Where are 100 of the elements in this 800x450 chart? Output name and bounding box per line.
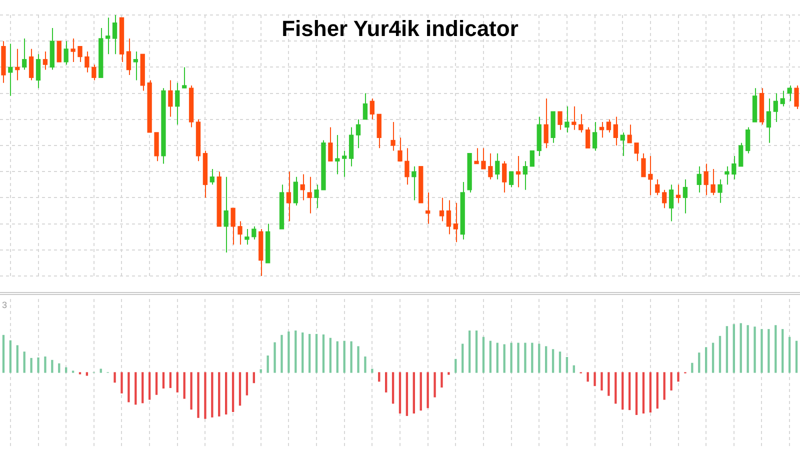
candlestick <box>36 54 41 89</box>
bar <box>712 342 714 373</box>
bar <box>162 372 165 389</box>
candlestick <box>112 14 118 55</box>
bar <box>142 372 144 404</box>
bar <box>622 372 624 410</box>
candlestick <box>42 51 48 70</box>
candlestick <box>356 118 361 149</box>
candlestick <box>704 163 708 196</box>
candlestick <box>84 51 90 73</box>
bar <box>23 352 26 373</box>
bar <box>44 356 46 373</box>
bar <box>732 324 735 373</box>
candlestick <box>606 118 612 133</box>
bar <box>718 336 722 373</box>
candlestick <box>766 98 772 144</box>
bar <box>65 367 68 373</box>
candlestick <box>390 122 396 152</box>
candlestick <box>453 202 458 243</box>
bar <box>364 356 366 373</box>
candlestick <box>78 46 82 62</box>
bar <box>266 356 269 373</box>
bar <box>114 372 116 383</box>
bar <box>371 368 374 373</box>
candlestick <box>558 111 562 130</box>
bar <box>51 360 54 373</box>
candlestick <box>362 92 368 120</box>
bar <box>628 372 631 410</box>
bar <box>426 372 429 408</box>
bar <box>788 336 791 373</box>
bar <box>322 334 325 373</box>
candlestick <box>8 43 13 96</box>
bar <box>677 372 680 382</box>
candlestick <box>64 40 68 66</box>
candlestick <box>745 126 750 154</box>
bar <box>128 372 130 402</box>
candlestick <box>70 38 76 62</box>
candlestick <box>530 150 535 167</box>
bar <box>642 372 645 414</box>
bar <box>232 372 234 412</box>
candlestick <box>668 184 674 222</box>
candlestick <box>224 176 228 254</box>
candlestick <box>592 122 598 152</box>
bar <box>204 372 206 419</box>
bar <box>9 340 12 373</box>
bar <box>385 372 388 392</box>
candlestick <box>655 178 660 196</box>
bar <box>148 372 151 400</box>
bar <box>412 372 415 414</box>
bar <box>795 340 798 373</box>
bar <box>155 372 158 395</box>
bar <box>420 372 422 411</box>
bar <box>336 341 338 373</box>
candlestick <box>168 80 173 118</box>
candlestick <box>794 84 799 110</box>
candlestick <box>585 126 590 149</box>
candlestick <box>182 66 187 89</box>
candlestick <box>28 48 34 81</box>
bar <box>308 334 311 373</box>
bar <box>176 372 178 392</box>
bar <box>211 372 214 418</box>
bar <box>782 329 784 373</box>
bar <box>16 345 18 373</box>
candlestick <box>564 106 570 133</box>
bar <box>468 330 471 373</box>
bar <box>183 372 186 399</box>
candlestick <box>627 124 632 144</box>
candlestick <box>620 132 625 156</box>
bar <box>225 372 228 414</box>
bar <box>594 372 596 386</box>
bar <box>538 344 540 373</box>
bar <box>545 346 548 373</box>
bar <box>357 346 360 373</box>
candlestick <box>495 152 500 180</box>
chart-title: Fisher Yur4ik indicator <box>280 16 520 42</box>
candlestick <box>210 168 215 186</box>
bar <box>448 372 450 375</box>
bar <box>462 344 464 373</box>
bar <box>86 372 88 376</box>
bar <box>524 342 526 373</box>
bar <box>726 326 728 373</box>
bar <box>406 372 408 416</box>
candlestick <box>175 82 180 126</box>
candlestick <box>522 160 528 190</box>
candlestick <box>439 197 444 222</box>
bar <box>614 372 617 404</box>
bar <box>586 372 589 382</box>
bar <box>58 363 60 373</box>
bar <box>552 349 554 373</box>
bar <box>600 372 603 390</box>
bar <box>663 372 666 400</box>
bar <box>691 362 694 373</box>
bar <box>531 342 534 373</box>
candlestick <box>293 176 298 206</box>
bar <box>350 341 352 373</box>
candlestick <box>105 17 110 55</box>
bar <box>440 372 443 388</box>
candlestick <box>230 208 236 246</box>
bar <box>475 330 478 373</box>
candlestick <box>56 40 62 62</box>
